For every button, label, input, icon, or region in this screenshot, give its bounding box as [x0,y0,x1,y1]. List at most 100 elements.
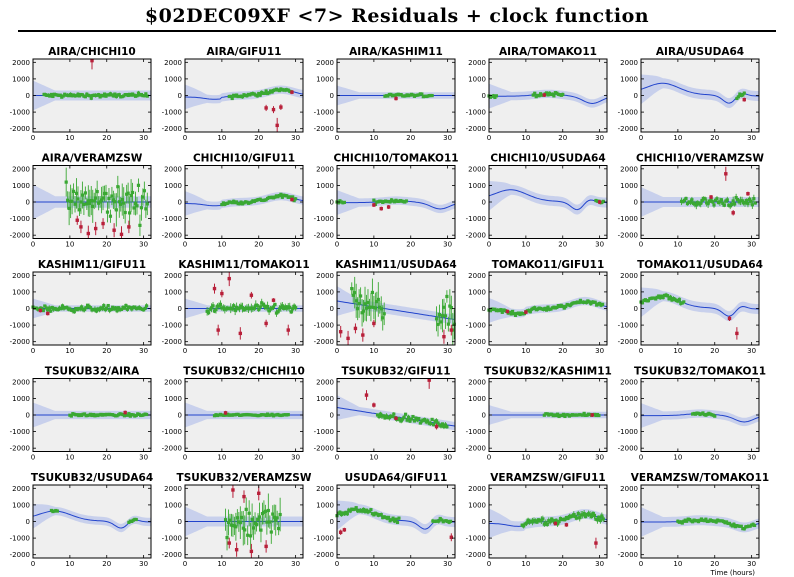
residual-point [743,201,747,205]
residual-point [721,201,725,205]
residual-point [228,518,232,522]
residual-point [292,199,296,203]
residual-point [742,527,746,531]
residual-point [353,291,357,295]
residual-point [286,413,290,417]
residual-point [434,317,439,321]
residual-point [703,197,707,201]
residual-point [229,94,233,98]
residual-point [488,309,493,313]
flagged-point [338,530,343,534]
residual-point [276,310,280,314]
x-tick-label: 0 [183,241,187,249]
residual-point [88,94,92,98]
residual-point [531,93,535,97]
x-tick-label: 20 [102,560,111,568]
residual-point [345,512,349,516]
y-tick-label: -2000 [618,125,638,133]
residual-point [593,300,597,304]
y-tick-label: -2000 [10,551,30,559]
residual-point [115,309,119,313]
flagged-point [286,328,290,332]
flagged-point [257,491,261,495]
residual-point [366,300,370,305]
y-tick-label: 1000 [12,501,30,509]
residual-point [267,309,271,313]
flagged-point [127,225,131,229]
residual-point [269,530,273,534]
x-tick-label: 10 [521,454,530,462]
y-tick-label: 0 [26,199,30,207]
residual-point [598,518,602,522]
x-tick-label: 30 [139,241,148,249]
y-tick-label: 1000 [316,501,334,509]
x-tick-label: 30 [139,560,148,568]
x-tick-label: 10 [369,347,378,355]
residual-point [376,297,380,302]
y-tick-label: 2000 [316,165,334,173]
residual-point [217,304,221,308]
y-tick-label: -1000 [466,109,486,117]
x-tick-label: 30 [291,454,300,462]
y-tick-label: 2000 [620,59,638,67]
y-tick-label: -1000 [10,215,30,223]
x-tick-label: 0 [639,134,643,142]
residual-point [80,305,84,309]
residual-point [244,507,248,511]
y-tick-label: 0 [634,518,638,526]
residual-point [749,199,753,203]
residual-point [578,298,583,302]
residual-point [76,197,80,201]
residual-point [100,306,104,311]
x-tick-label: 10 [369,454,378,462]
y-tick-label: -2000 [10,445,30,453]
x-tick-label: 30 [747,241,756,249]
residual-point [274,518,278,522]
residual-point [277,307,281,311]
x-tick-label: 20 [254,454,263,462]
residual-point [369,508,373,512]
residual-point [395,520,400,525]
residual-point [394,517,398,522]
residual-point [247,511,251,515]
residual-point [426,419,430,423]
residual-point [360,509,364,513]
residual-point [101,94,105,98]
panel-aira-usuda64: 0 10 20 30 -2000 -1000 0 1000 2000 AIRA/USUDA64 [618,46,760,142]
flagged-point [379,206,383,211]
x-tick-label: 30 [443,454,452,462]
x-tick-label: 20 [254,241,263,249]
residual-point [442,424,446,429]
residual-point [249,534,253,538]
x-tick-label: 20 [558,134,567,142]
flagged-point [427,378,431,382]
residual-point [732,522,736,526]
residual-point [255,94,259,98]
residual-point [548,520,552,524]
flagged-point [342,528,347,532]
residual-point [89,198,93,203]
residual-point [676,299,680,303]
x-tick-label: 30 [443,560,452,568]
residual-point [275,516,279,520]
residual-point [382,312,386,316]
residual-point [105,210,110,214]
residual-point [351,293,355,297]
residual-point [230,307,234,311]
residual-point [442,305,446,309]
flagged-point [442,335,446,339]
x-tick-label: 10 [521,241,530,249]
flagged-point [112,228,116,232]
x-tick-label: 0 [31,560,35,568]
y-tick-label: 2000 [164,165,182,173]
x-tick-label: 0 [487,560,491,568]
y-tick-label: 1000 [468,182,486,190]
y-tick-label: -1000 [314,215,334,223]
x-tick-label: 30 [747,454,756,462]
x-tick-label: 20 [406,241,415,249]
clock-uncertainty-band [641,74,759,109]
residual-point [126,191,130,195]
residual-point [715,197,719,201]
residual-point [378,412,383,416]
residual-point [391,516,395,520]
